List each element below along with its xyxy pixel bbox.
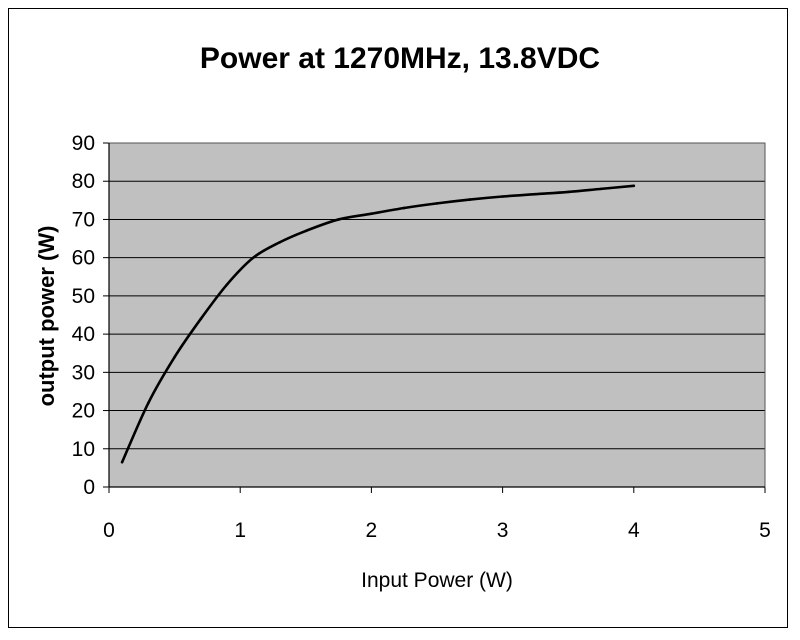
data-point — [534, 192, 537, 196]
data-point — [278, 241, 281, 244]
data-point — [252, 256, 255, 259]
y-axis-title: output power (W) — [34, 226, 59, 407]
y-tick-label: 80 — [72, 170, 95, 193]
series-line — [120, 184, 636, 464]
data-point — [632, 184, 636, 188]
y-tick-label: 20 — [72, 400, 95, 423]
y-tick-label: 10 — [72, 438, 95, 461]
x-tick-label: 0 — [103, 519, 115, 542]
x-tick-label: 4 — [628, 519, 640, 542]
data-point — [225, 283, 229, 286]
x-tick-label: 5 — [759, 519, 771, 542]
data-point — [370, 212, 373, 216]
x-axis-title: Input Power (W) — [361, 569, 513, 592]
x-tick-label: 2 — [366, 519, 378, 542]
data-point — [566, 190, 570, 194]
y-tick-label: 30 — [72, 361, 95, 384]
data-point — [304, 229, 308, 233]
y-tick-label: 50 — [72, 285, 95, 308]
y-tick-label: 90 — [72, 132, 95, 155]
data-point — [468, 198, 472, 201]
chart-title: Power at 1270MHz, 13.8VDC — [200, 42, 600, 75]
data-point — [402, 206, 406, 210]
plot-background — [109, 143, 765, 487]
x-tick-label: 1 — [234, 519, 246, 542]
data-point — [501, 195, 504, 198]
data-point — [173, 355, 176, 359]
y-tick-label: 40 — [72, 323, 95, 346]
data-point — [199, 317, 203, 321]
y-tick-label: 70 — [72, 208, 95, 231]
data-point — [120, 460, 124, 464]
y-tick-label: 60 — [72, 247, 95, 270]
plot-area: 0 10 20 30 40 50 60 70 80 90 0 1 2 3 4 5 — [72, 132, 771, 542]
data-point — [147, 401, 150, 405]
x-tick-label: 3 — [497, 519, 509, 542]
data-point — [435, 202, 439, 205]
y-tick-label: 0 — [83, 476, 95, 499]
data-point — [337, 218, 340, 221]
data-point — [599, 187, 603, 191]
